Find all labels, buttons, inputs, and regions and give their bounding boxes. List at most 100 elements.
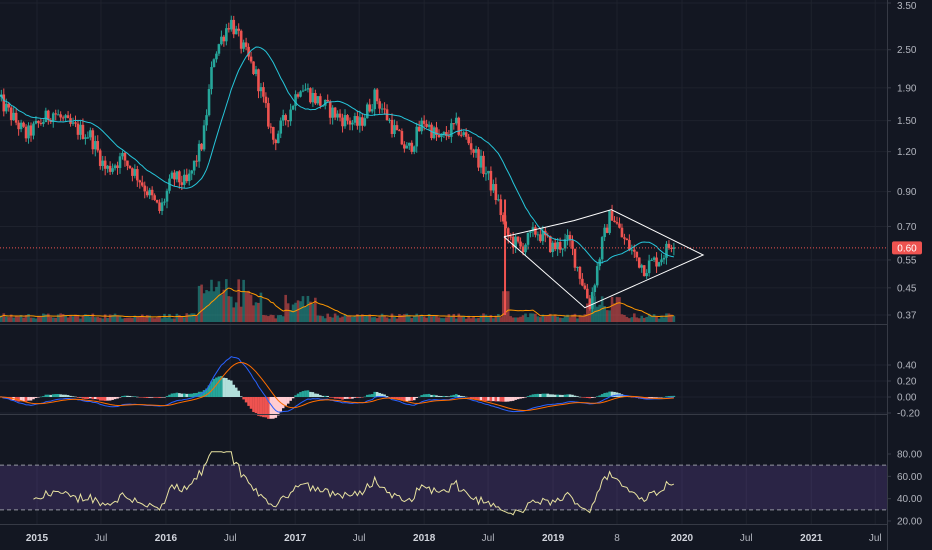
- macd-histogram-bar: [155, 397, 159, 398]
- candle-body: [623, 237, 626, 239]
- volume-bar: [299, 301, 302, 322]
- macd-histogram-bar: [22, 397, 25, 402]
- candle-body: [445, 132, 448, 136]
- macd-histogram-bar: [489, 397, 493, 402]
- macd-histogram-bar: [150, 397, 154, 398]
- macd-histogram-bar: [64, 394, 67, 397]
- rsi-pane[interactable]: [0, 451, 887, 516]
- candle-body: [492, 184, 495, 191]
- candle-body: [116, 165, 119, 168]
- volume-bar: [526, 317, 530, 322]
- candle-body: [84, 137, 87, 139]
- macd-histogram-bar: [623, 395, 626, 397]
- candle-body: [388, 119, 391, 121]
- candle-body: [254, 69, 258, 74]
- volume-bar: [546, 315, 550, 322]
- candle-body: [32, 123, 35, 136]
- volume-bar: [215, 286, 218, 322]
- macd-histogram-bar: [133, 396, 137, 397]
- macd-histogram-bar: [165, 396, 169, 397]
- price-axis[interactable]: 3.50 2.50 1.90 1.50 1.20 0.90 0.70 0.55 0.45 0.37…: [887, 0, 932, 550]
- macd-line: [0, 356, 674, 413]
- macd-histogram-bar: [269, 397, 273, 419]
- macd-histogram-bar: [318, 395, 322, 397]
- candle-body: [160, 202, 164, 211]
- volume-bar: [605, 310, 609, 322]
- x-tick-label: 2019: [542, 533, 565, 544]
- volume-bar: [630, 317, 634, 322]
- candle-body: [279, 120, 283, 134]
- volume-bar: [116, 315, 119, 322]
- candle-body: [328, 101, 332, 118]
- candle-body: [306, 88, 310, 90]
- macd-histogram-bar: [539, 393, 542, 397]
- macd-histogram-bar: [301, 391, 305, 397]
- macd-histogram-bar: [650, 397, 653, 399]
- macd-histogram-bar: [595, 396, 599, 397]
- macd-histogram-bar: [405, 397, 409, 402]
- candle-body: [383, 108, 386, 110]
- last-price-label: 0.60: [897, 243, 917, 254]
- candle-body: [556, 242, 559, 250]
- volume-bar: [182, 317, 186, 322]
- macd-histogram-bar: [276, 397, 280, 416]
- volume-bar: [573, 313, 577, 322]
- macd-histogram-bar: [556, 394, 559, 397]
- candle-body: [405, 145, 409, 149]
- candle-body: [269, 126, 273, 128]
- macd-histogram-bar: [187, 393, 191, 397]
- macd-histogram-bar: [672, 395, 676, 397]
- macd-histogram-bar: [403, 397, 406, 402]
- volume-bar: [234, 302, 238, 322]
- candle-body: [51, 113, 55, 123]
- volume-bar: [56, 314, 60, 322]
- volume-bar: [34, 318, 38, 322]
- macd-histogram-bar: [566, 394, 569, 397]
- candle-body: [19, 122, 23, 130]
- macd-histogram-bar: [178, 393, 181, 397]
- volume-bar: [435, 315, 438, 322]
- macd-histogram-bar: [457, 395, 461, 397]
- volume-bar: [635, 317, 639, 322]
- macd-pane[interactable]: [0, 356, 676, 419]
- macd-histogram-bar: [59, 394, 62, 397]
- volume-bar: [618, 297, 621, 322]
- candle-body: [338, 113, 342, 118]
- volume-bar: [348, 315, 352, 322]
- macd-histogram-bar: [113, 397, 117, 400]
- volume-bar: [450, 316, 453, 322]
- macd-histogram-bar: [445, 396, 448, 397]
- volume-bar: [309, 301, 312, 322]
- candle-body: [472, 149, 475, 153]
- volume-bar: [192, 313, 196, 322]
- volume-bar: [628, 318, 631, 322]
- volume-bar: [185, 313, 189, 322]
- price-candles[interactable]: [0, 15, 887, 315]
- volume-bar: [398, 314, 401, 322]
- macd-histogram-bar: [252, 397, 255, 412]
- candle-body: [459, 134, 463, 136]
- candle-body: [586, 288, 589, 299]
- macd-histogram-bar: [93, 397, 97, 400]
- volume-bar: [430, 316, 433, 322]
- volume-bar: [81, 315, 85, 322]
- volume-bar: [108, 314, 112, 322]
- volume-bar: [361, 314, 364, 322]
- candle-body: [511, 236, 515, 248]
- candle-body: [4, 103, 8, 112]
- rsi-tick-label: 20.00: [897, 517, 922, 528]
- volume-bar: [385, 317, 389, 322]
- macd-histogram-bar: [447, 396, 451, 397]
- volume-bar: [200, 284, 203, 322]
- candle-body: [576, 266, 579, 268]
- x-tick-label: Jul: [353, 533, 366, 544]
- diamond-pattern[interactable]: [503, 209, 705, 309]
- macd-histogram-bar: [239, 396, 243, 397]
- candle-body: [131, 168, 134, 176]
- time-axis[interactable]: 2015 Jul 2016 Jul 2017 Jul 2018 Jul 2019 8 2020 Jul…: [26, 533, 882, 544]
- volume-bar: [642, 317, 646, 322]
- candle-body: [108, 165, 112, 172]
- macd-histogram-bar: [551, 394, 555, 397]
- volume-bar: [459, 316, 463, 322]
